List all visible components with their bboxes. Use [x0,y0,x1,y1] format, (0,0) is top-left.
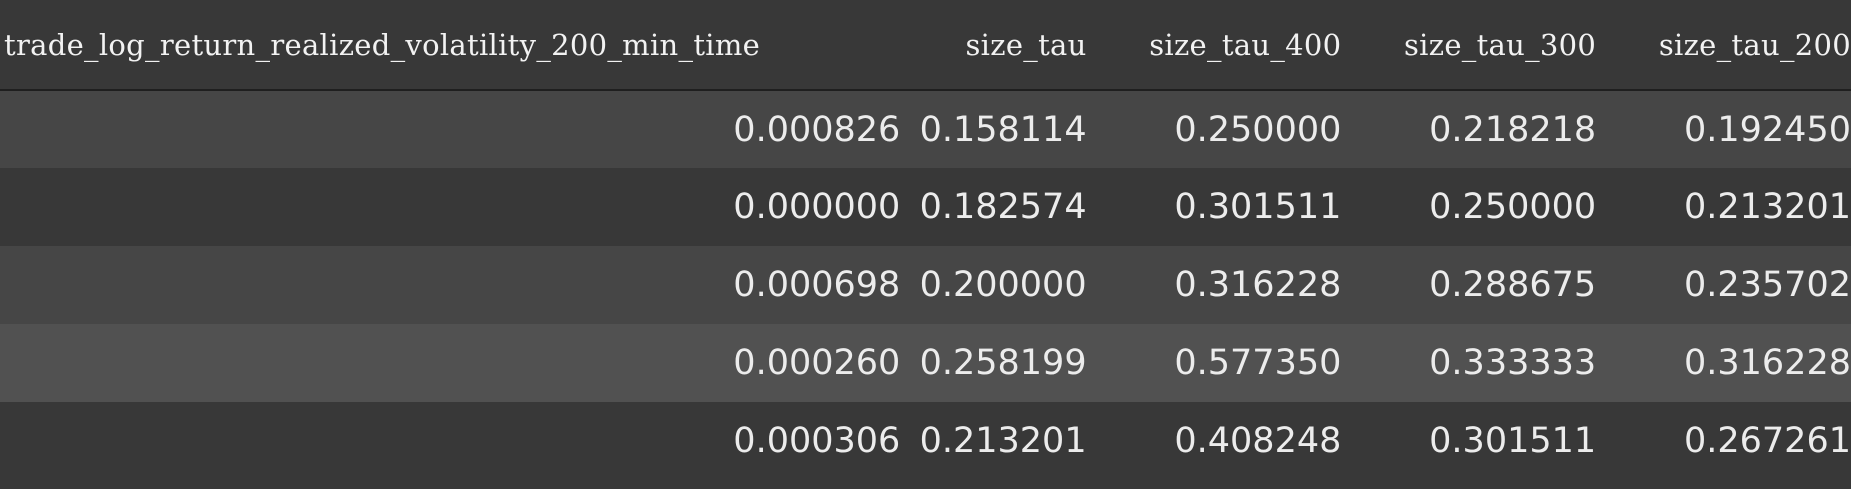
table-cell: 0.408248 [1174,421,1342,461]
table-cell: 0.000698 [733,265,901,305]
table-cell: 0.000260 [733,343,901,383]
table-cell: 0.258199 [919,343,1087,383]
table-row: 0.000826 0.158114 0.250000 0.218218 0.19… [0,90,1851,168]
table-cell: 0.288675 [1429,265,1597,305]
table-cell: 0.250000 [1174,109,1342,150]
table-cell: 0.250000 [1429,187,1597,227]
table-body: 0.000826 0.158114 0.250000 0.218218 0.19… [0,90,1851,480]
table-cell: 0.192450 [1683,109,1851,150]
table-cell: 0.200000 [919,265,1087,305]
table-row: 0.000698 0.200000 0.316228 0.288675 0.23… [0,246,1851,324]
column-header: size_tau_200 [1596,0,1851,91]
table-row: 0.000260 0.258199 0.577350 0.333333 0.31… [0,324,1851,402]
table-cell: 0.301511 [1174,187,1342,227]
table-cell: 0.316228 [1683,343,1851,383]
table-cell: 0.000306 [733,421,901,461]
table-cell: 0.000000 [733,187,901,227]
table-cell: 0.000826 [733,109,901,150]
table-cell: 0.333333 [1429,343,1597,383]
table-cell: 0.316228 [1174,265,1342,305]
table-row: 0.000000 0.182574 0.301511 0.250000 0.21… [0,168,1851,246]
table-cell: 0.158114 [919,109,1087,150]
table-cell: 0.235702 [1683,265,1851,305]
column-header: size_tau_400 [1086,0,1342,91]
table-row: 0.000306 0.213201 0.408248 0.301511 0.26… [0,402,1851,480]
column-header: trade_log_return_realized_volatility_200… [0,0,901,91]
table-header: trade_log_return_realized_volatility_200… [0,0,1851,91]
table-cell: 0.182574 [919,187,1087,227]
header-row: trade_log_return_realized_volatility_200… [0,0,1851,91]
table-cell: 0.267261 [1683,421,1851,461]
table-cell: 0.218218 [1429,109,1597,150]
column-header: size_tau [900,0,1087,91]
table-cell: 0.213201 [1683,187,1851,227]
table-cell: 0.301511 [1429,421,1597,461]
table-cell: 0.213201 [919,421,1087,461]
column-header: size_tau_300 [1341,0,1597,91]
table-cell: 0.577350 [1174,343,1342,383]
